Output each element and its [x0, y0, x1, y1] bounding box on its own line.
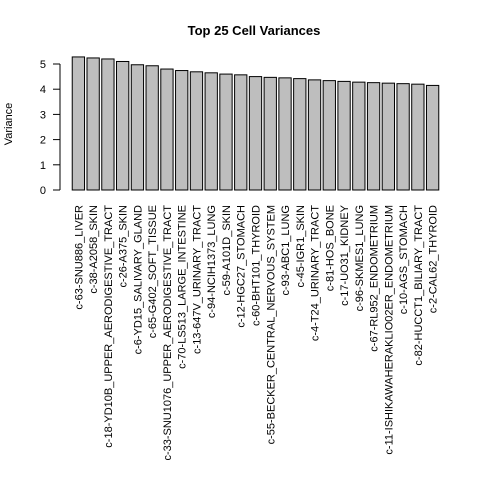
x-tick-label-24: c-82-HUCCT1_BILIARY_TRACT [413, 205, 425, 366]
x-tick-label-22: c-11-ISHIKAWAHERAKLIO02ER_ENDOMETRIUM [383, 205, 395, 455]
bar-6 [145, 65, 159, 191]
bar-7 [160, 68, 174, 191]
bar-19 [337, 80, 351, 191]
bar-23 [396, 83, 410, 191]
x-tick-label-5: c-6-YD15_SALIVARY_GLAND [132, 205, 144, 354]
x-tick-label-16: c-45-IGR1_SKIN [295, 205, 307, 288]
bar-20 [352, 81, 366, 191]
x-tick-label-2: c-38-A2058_SKIN [88, 205, 100, 294]
bar-2 [86, 57, 100, 191]
y-tick-label-0: 0 [40, 185, 46, 197]
bar-25 [425, 84, 440, 191]
x-tick-label-12: c-12-HGC27_STOMACH [236, 205, 248, 328]
x-tick-label-7: c-33-SNU1076_UPPER_AERODIGESTIVE_TRACT [162, 205, 174, 461]
x-tick-label-13: c-60-BHT101_THYROID [251, 205, 263, 326]
x-tick-label-3: c-18-YD10B_UPPER_AERODIGESTIVE_TRACT [103, 205, 115, 448]
bar-8 [175, 70, 189, 191]
x-tick-label-10: c-94-NCIH1373_LUNG [206, 205, 218, 318]
x-tick-label-14: c-55-BECKER_CENTRAL_NERVOUS_SYSTEM [265, 205, 277, 444]
y-axis: 0 1 2 3 4 5 [40, 59, 61, 197]
y-tick-label-2: 2 [40, 135, 46, 147]
x-tick-label-9: c-13-647V_URINARY_TRACT [191, 205, 203, 354]
bar-17 [307, 79, 322, 191]
bar-11 [219, 73, 233, 191]
bar-18 [322, 80, 336, 191]
y-tick-label-3: 3 [40, 109, 46, 121]
bar-13 [248, 76, 263, 191]
bar-16 [293, 78, 307, 191]
x-tick-label-1: c-63-SNU886_LIVER [73, 205, 85, 310]
bar-10 [204, 72, 218, 191]
bar-22 [381, 82, 395, 191]
x-tick-label-8: c-70-LS513_LARGE_INTESTINE [177, 205, 189, 369]
y-tick-label-1: 1 [40, 160, 46, 172]
bar-12 [234, 74, 248, 191]
y-tick-label-4: 4 [40, 84, 46, 96]
bars-group [71, 56, 440, 191]
bar-3 [101, 58, 115, 191]
bar-4 [116, 60, 130, 191]
x-tick-label-4: c-26-A375_SKIN [118, 205, 130, 288]
x-tick-label-6: c-65-G402_SOFT_TISSUE [147, 205, 159, 338]
x-tick-label-23: c-10-AGS_STOMACH [398, 205, 410, 314]
x-axis-labels: c-63-SNU886_LIVER c-38-A2058_SKIN c-18-YD1… [73, 204, 439, 460]
bar-21 [366, 82, 381, 191]
bar-15 [278, 77, 292, 191]
x-tick-label-25: c-2-CAL62_THYROID [428, 205, 440, 313]
bar-9 [189, 71, 204, 191]
x-tick-label-15: c-93-ABC1_LUNG [280, 205, 292, 295]
x-tick-label-11: c-59-A101D_SKIN [221, 205, 233, 296]
x-tick-label-17: c-4-T24_URINARY_TRACT [310, 205, 322, 341]
bar-5 [130, 64, 145, 191]
y-tick-label-5: 5 [40, 59, 46, 71]
x-tick-label-18: c-81-HOS_BONE [324, 205, 336, 291]
x-tick-label-19: c-17-UO31_KIDNEY [339, 204, 351, 306]
bar-24 [411, 83, 425, 191]
y-axis-label: Variance [3, 103, 15, 146]
chart-title: Top 25 Cell Variances [188, 23, 321, 38]
bar-14 [263, 76, 277, 191]
x-tick-label-20: c-96-SKMES1_LUNG [354, 205, 366, 311]
x-tick-label-21: c-67-RL952_ENDOMETRIUM [369, 205, 381, 352]
bar-1 [71, 56, 86, 191]
